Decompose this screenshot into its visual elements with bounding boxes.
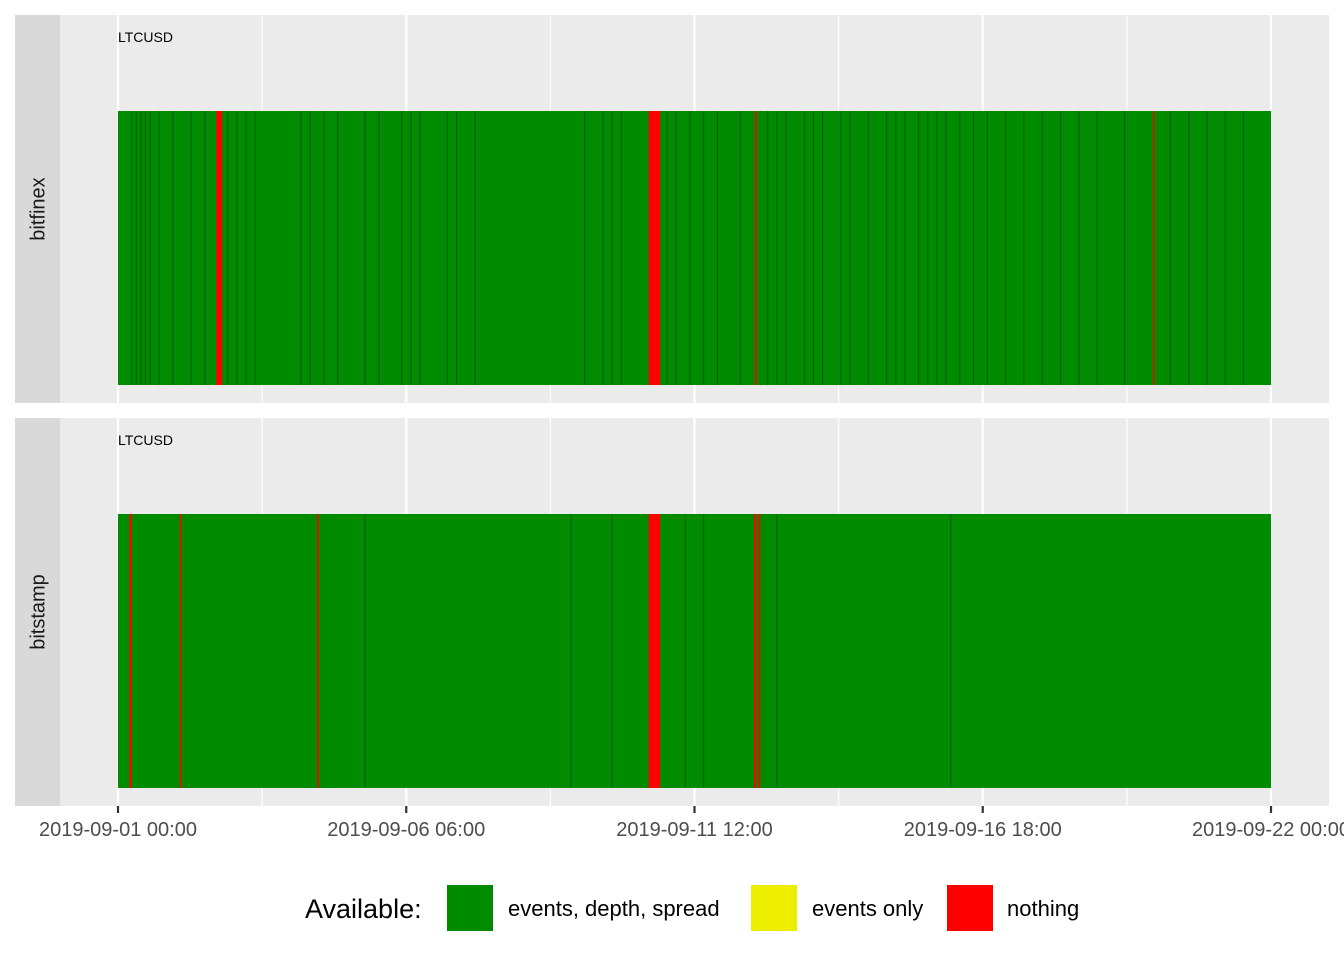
nothing-interval (758, 514, 761, 788)
availability-bar (118, 514, 1271, 788)
x-tick-label: 2019-09-22 00:00 (1192, 819, 1344, 841)
x-tick-label: 2019-09-11 12:00 (616, 819, 772, 841)
facet-strip (15, 15, 60, 403)
legend-key-label: nothing (1007, 896, 1079, 921)
nothing-interval (317, 514, 319, 788)
nothing-interval (755, 111, 757, 385)
facet-panel-bitstamp: bitstamp LTCUSD (15, 418, 1329, 806)
x-tick-label: 2019-09-01 00:00 (39, 819, 197, 841)
legend-key-swatch (751, 885, 797, 931)
symbol-label: LTCUSD (118, 29, 173, 45)
x-axis: 2019-09-01 00:00 2019-09-06 06:00 2019-09-… (39, 806, 1344, 841)
nothing-interval (1153, 111, 1155, 385)
nothing-interval (129, 514, 132, 788)
nothing-interval (179, 514, 182, 788)
legend: Available: events, depth, spread events on… (305, 885, 1079, 931)
legend-title: Available: (305, 894, 422, 924)
nothing-interval (753, 514, 757, 788)
facet-strip-label: bitfinex (28, 177, 50, 240)
nothing-interval (216, 111, 223, 385)
legend-key-label: events, depth, spread (508, 896, 720, 921)
legend-key-swatch (947, 885, 993, 931)
legend-key-label: events only (812, 896, 923, 921)
facet-panel-bitfinex: bitfinex LTCUSD (15, 15, 1329, 403)
x-tick-label: 2019-09-06 06:00 (327, 819, 485, 841)
nothing-interval (648, 514, 661, 788)
nothing-interval (648, 111, 661, 385)
x-tick-label: 2019-09-16 18:00 (904, 819, 1062, 841)
availability-bar (118, 111, 1271, 385)
symbol-label: LTCUSD (118, 432, 173, 448)
facet-strip (15, 418, 60, 806)
facet-panels: bitfinex LTCUSD bitstamp LTCUSD (15, 15, 1329, 806)
legend-key-swatch (447, 885, 493, 931)
facet-strip-label: bitstamp (28, 574, 50, 650)
